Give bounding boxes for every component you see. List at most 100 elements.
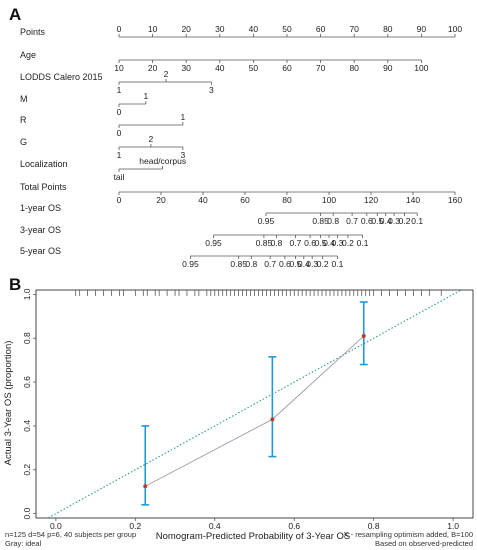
x-axis-title: Nomogram-Predicted Probability of 3-Year… bbox=[156, 531, 351, 542]
nomogram-tick-label: 0.8 bbox=[271, 238, 283, 248]
nomogram-tick-label: 0.5 bbox=[315, 238, 327, 248]
nomogram-tick-label: 30 bbox=[181, 63, 191, 73]
nomogram-tick-label: 60 bbox=[240, 195, 250, 205]
nomogram-tick-label: 40 bbox=[249, 24, 259, 34]
panel-a-label: A bbox=[9, 5, 21, 24]
nomogram-tick-label: 0.95 bbox=[258, 216, 275, 226]
nomogram-tick-label: 0.5 bbox=[289, 259, 301, 269]
nomogram-tick-label: 0.2 bbox=[317, 259, 329, 269]
nomogram-tick-label: 20 bbox=[156, 195, 166, 205]
nomogram-tick-label: 90 bbox=[383, 63, 393, 73]
nomogram-row-label: Total Points bbox=[20, 182, 67, 192]
nomogram-row: 3-year OS 0.95 0.850.8 0.7 0.60.50.40.30.2 0.… bbox=[20, 225, 369, 248]
nomogram-tick-label: 0.95 bbox=[205, 238, 222, 248]
nomogram-tick-label: 0.8 bbox=[245, 259, 257, 269]
calibration-point bbox=[359, 301, 368, 366]
nomogram-tick-label: 0.2 bbox=[399, 216, 411, 226]
nomogram-tick-label: 0.85 bbox=[230, 259, 247, 269]
y-tick-label: 0.4 bbox=[22, 420, 32, 432]
nomogram-tick-label: 0.5 bbox=[371, 216, 383, 226]
nomogram-tick-label: 1 bbox=[180, 112, 185, 122]
nomogram-tick-label: 40 bbox=[215, 63, 225, 73]
nomogram-row-label: M bbox=[20, 94, 28, 104]
calibration-plot: Nomogram-Predicted Probability of 3-Year… bbox=[3, 288, 474, 548]
nomogram-tick-label: 40 bbox=[198, 195, 208, 205]
nomogram-tick-label: 100 bbox=[322, 195, 336, 205]
nomogram-row-label: Age bbox=[20, 50, 36, 60]
nomogram-tick-label: 160 bbox=[448, 195, 462, 205]
nomogram-row: Total Points 0 20 40 60 80 100 120 140 160 bbox=[20, 182, 462, 205]
nomogram-tick-label: 0.6 bbox=[304, 238, 316, 248]
nomogram-tick-label: 2 bbox=[164, 69, 169, 79]
nomogram-row: Localization tail head/corpus bbox=[20, 156, 186, 182]
ideal-line bbox=[46, 290, 463, 518]
nomogram-tick-label: 50 bbox=[249, 63, 259, 73]
nomogram-row-label: Localization bbox=[20, 159, 68, 169]
nomogram-tick-label: 1 bbox=[117, 85, 122, 95]
observed-point bbox=[361, 334, 366, 339]
nomogram-row: Age 10 20 30 40 50 60 70 80 90 100 bbox=[20, 50, 429, 73]
nomogram-tick-label: 20 bbox=[181, 24, 191, 34]
nomogram-row-label: 3-year OS bbox=[20, 225, 61, 235]
nomogram-tick-label: 80 bbox=[383, 24, 393, 34]
nomogram-row-label: Points bbox=[20, 27, 46, 37]
nomogram-tick-label: 0.4 bbox=[298, 259, 310, 269]
nomogram-tick-label: 0.6 bbox=[279, 259, 291, 269]
calibration-line bbox=[145, 335, 365, 487]
y-tick-label: 0.8 bbox=[22, 332, 32, 344]
nomogram-tick-label: 0.95 bbox=[182, 259, 199, 269]
nomogram-row-label: 1-year OS bbox=[20, 203, 61, 213]
nomogram-tick-label: 120 bbox=[364, 195, 378, 205]
nomogram-tick-label: 0.8 bbox=[327, 216, 339, 226]
nomogram-tick-label: 0.3 bbox=[388, 216, 400, 226]
nomogram-tick-label: 0.1 bbox=[331, 259, 343, 269]
nomogram-tick-label: 70 bbox=[349, 24, 359, 34]
x-tick-label: 0.2 bbox=[129, 521, 141, 531]
nomogram-tick-label: 60 bbox=[316, 24, 326, 34]
y-tick-label: 0.0 bbox=[22, 507, 32, 519]
y-tick-label: 0.6 bbox=[22, 376, 32, 388]
x-tick-label: 0.8 bbox=[368, 521, 380, 531]
observed-point bbox=[270, 417, 275, 422]
nomogram-row: M 0 1 bbox=[20, 91, 149, 117]
nomogram-tick-label: 90 bbox=[417, 24, 427, 34]
nomogram-tick-label: 0.1 bbox=[411, 216, 423, 226]
nomogram-tick-label: 3 bbox=[180, 150, 185, 160]
nomogram-row-label: R bbox=[20, 115, 27, 125]
nomogram-tick-label: 0 bbox=[117, 107, 122, 117]
x-tick-label: 0.0 bbox=[50, 521, 62, 531]
calibration-point bbox=[141, 425, 150, 506]
nomogram-tick-label: 0.4 bbox=[323, 238, 335, 248]
nomogram-tick-label: tail bbox=[114, 172, 125, 182]
nomogram-tick-label: 0 bbox=[117, 195, 122, 205]
nomogram-tick-label: head/corpus bbox=[139, 156, 186, 166]
nomogram-tick-label: 1 bbox=[144, 91, 149, 101]
footnote-left-2: Gray: ideal bbox=[5, 539, 42, 548]
nomogram-tick-label: 10 bbox=[114, 63, 124, 73]
nomogram-tick-label: 0 bbox=[117, 24, 122, 34]
nomogram-tick-label: 50 bbox=[282, 24, 292, 34]
y-axis-title: Actual 3-Year OS (proportion) bbox=[3, 341, 14, 466]
nomogram-tick-label: 0.7 bbox=[346, 216, 358, 226]
nomogram-tick-label: 80 bbox=[282, 195, 292, 205]
observed-point bbox=[143, 484, 148, 489]
nomogram-tick-label: 0.3 bbox=[306, 259, 318, 269]
nomogram-tick-label: 0 bbox=[117, 128, 122, 138]
nomogram-row: Points 0 10 20 30 40 50 60 70 80 90 100 bbox=[20, 24, 462, 38]
x-tick-label: 0.4 bbox=[209, 521, 221, 531]
nomogram-tick-label: 0.4 bbox=[380, 216, 392, 226]
nomogram-tick-label: 0.7 bbox=[264, 259, 276, 269]
y-tick-label: 0.2 bbox=[22, 464, 32, 476]
nomogram-row: 5-year OS 0.95 0.850.8 0.7 0.60.50.40.30.2 0.… bbox=[20, 246, 344, 269]
nomogram-tick-label: 0.7 bbox=[289, 238, 301, 248]
nomogram-row-label: G bbox=[20, 137, 27, 147]
nomogram-row-label: 5-year OS bbox=[20, 246, 61, 256]
nomogram-tick-label: 100 bbox=[448, 24, 462, 34]
nomogram-tick-label: 0.85 bbox=[256, 238, 273, 248]
nomogram-row: LODDS Calero 2015 1 2 3 bbox=[20, 69, 214, 95]
nomogram-tick-label: 3 bbox=[209, 85, 214, 95]
calibration-point bbox=[268, 356, 277, 458]
nomogram-tick-label: 60 bbox=[282, 63, 292, 73]
nomogram-tick-label: 2 bbox=[149, 134, 154, 144]
